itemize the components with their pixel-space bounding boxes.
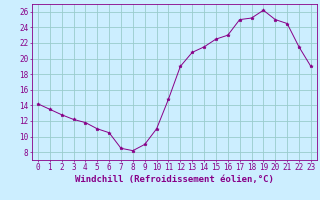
X-axis label: Windchill (Refroidissement éolien,°C): Windchill (Refroidissement éolien,°C) xyxy=(75,175,274,184)
